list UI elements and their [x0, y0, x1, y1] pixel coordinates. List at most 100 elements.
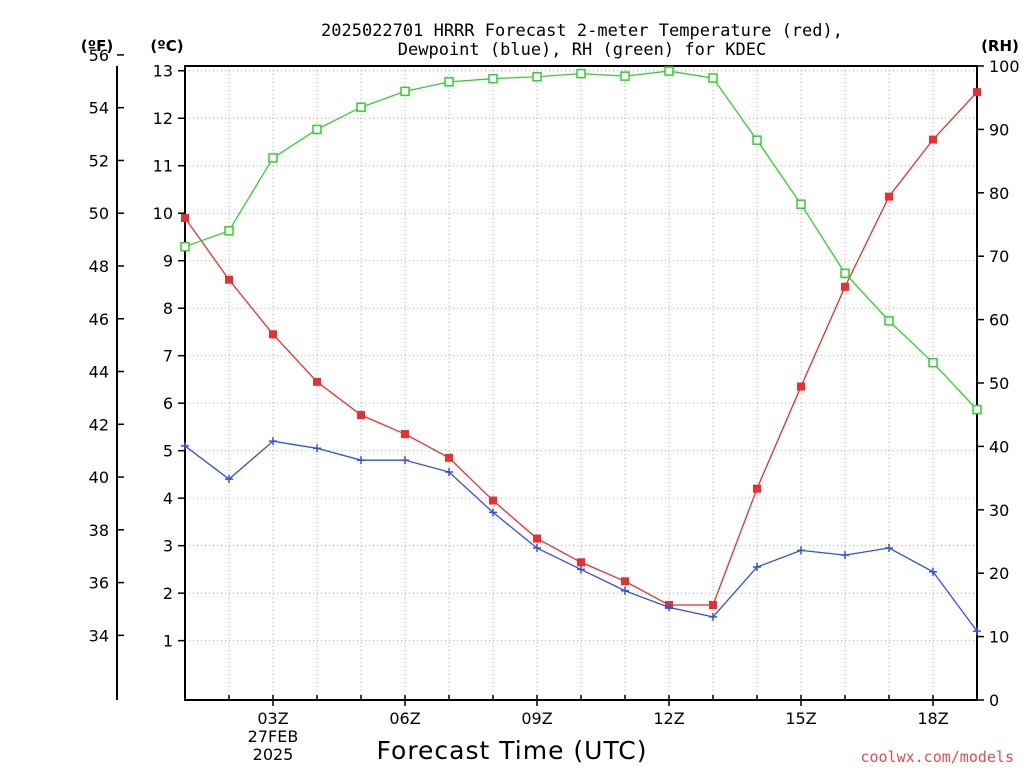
x-tick-label: 12Z [653, 709, 684, 728]
dewpoint-point [577, 565, 585, 574]
rh-point [400, 86, 410, 97]
fahrenheit-tick-label: 50 [89, 204, 109, 223]
rh-point [972, 404, 982, 415]
rh-point [840, 268, 850, 279]
celsius-tick-label: 5 [163, 442, 173, 461]
temperature-point [885, 192, 893, 201]
dewpoint-point [841, 551, 849, 560]
rh-tick-label: 90 [989, 120, 1009, 139]
rh-tick-label: 60 [989, 311, 1009, 330]
fahrenheit-unit-label: (ºF) [81, 37, 113, 55]
celsius-tick-label: 12 [153, 109, 173, 128]
dewpoint-point [489, 508, 497, 517]
rh-point [356, 102, 366, 112]
dewpoint-point [225, 475, 233, 484]
celsius-tick-label: 11 [153, 157, 173, 176]
temperature-point [841, 282, 849, 291]
rh-point [444, 77, 454, 87]
rh-point [796, 199, 806, 209]
rh-unit-label: (RH) [981, 37, 1019, 55]
temperature-point [577, 558, 585, 567]
temperature-point [181, 213, 189, 222]
rh-tick-label: 80 [989, 184, 1009, 203]
x-tick-label: 06Z [389, 709, 420, 728]
dewpoint-point [797, 546, 805, 555]
temperature-point [621, 577, 629, 586]
celsius-unit-label: (ºC) [150, 37, 183, 55]
rh-point [532, 72, 542, 82]
dewpoint-point [313, 444, 321, 453]
dewpoint-point [709, 612, 717, 621]
temperature-point [445, 453, 453, 462]
temperature-point [797, 382, 805, 391]
dewpoint-point [621, 586, 629, 595]
rh-tick-label: 0 [989, 691, 999, 710]
celsius-tick-label: 6 [163, 394, 173, 413]
chart-title-line1: 2025022701 HRRR Forecast 2-meter Tempera… [321, 21, 843, 41]
rh-point [884, 316, 894, 326]
fahrenheit-tick-label: 36 [89, 574, 109, 593]
temperature-point [269, 330, 277, 339]
celsius-tick-label: 2 [163, 584, 173, 603]
celsius-tick-label: 8 [163, 299, 173, 318]
fahrenheit-tick-label: 42 [89, 415, 109, 434]
rh-point [664, 66, 674, 76]
dewpoint-point [357, 456, 365, 465]
rh-tick-label: 10 [989, 628, 1009, 647]
fahrenheit-tick-label: 54 [89, 99, 109, 118]
dewpoint-point [269, 437, 277, 446]
fahrenheit-tick-label: 48 [89, 257, 109, 276]
fahrenheit-tick-label: 34 [89, 626, 109, 645]
temperature-line [184, 91, 978, 606]
chart-title-line2: Dewpoint (blue), RH (green) for KDEC [398, 40, 766, 60]
temperature-point [929, 135, 937, 144]
temperature-point [709, 601, 717, 610]
temperature-point [753, 484, 761, 493]
rh-tick-label: 40 [989, 437, 1009, 456]
rh-tick-label: 70 [989, 247, 1009, 266]
dewpoint-point [181, 441, 189, 450]
rh-point [928, 357, 938, 368]
temperature-point [533, 534, 541, 543]
celsius-tick-label: 1 [163, 632, 173, 651]
rh-tick-label: 50 [989, 374, 1009, 393]
x-tick-year: 2025 [253, 745, 294, 764]
celsius-tick-label: 7 [163, 347, 173, 366]
dewpoint-point [929, 567, 937, 576]
celsius-tick-label: 4 [163, 489, 173, 508]
dewpoint-point [753, 563, 761, 572]
x-tick-label: 18Z [917, 709, 948, 728]
temperature-point [313, 377, 321, 386]
celsius-tick-label: 10 [153, 204, 173, 223]
temperature-point [973, 88, 981, 97]
celsius-tick-label: 13 [153, 62, 173, 81]
temperature-point [225, 275, 233, 284]
fahrenheit-tick-label: 40 [89, 468, 109, 487]
dewpoint-point [973, 627, 981, 636]
rh-point [312, 124, 322, 135]
data-series [180, 66, 982, 636]
rh-point [620, 71, 630, 81]
fahrenheit-tick-label: 56 [89, 46, 109, 65]
rh-tick-label: 30 [989, 501, 1009, 520]
x-tick-label: 15Z [785, 709, 816, 728]
rh-point [752, 135, 762, 145]
fahrenheit-tick-label: 46 [89, 310, 109, 329]
dewpoint-point [445, 468, 453, 477]
x-tick-label: 03Z [257, 709, 288, 728]
rh-point [488, 73, 498, 84]
dewpoint-point [885, 544, 893, 553]
fahrenheit-tick-label: 38 [89, 521, 109, 540]
dewpoint-point [401, 456, 409, 465]
rh-point [180, 241, 190, 252]
temperature-point [489, 496, 497, 505]
celsius-tick-label: 9 [163, 252, 173, 271]
axes: 1234567891011121334363840424446485052545… [89, 46, 1020, 764]
celsius-tick-label: 3 [163, 537, 173, 556]
temperature-point [357, 411, 365, 420]
credit-text: coolwx.com/models [860, 748, 1014, 766]
rh-tick-label: 20 [989, 564, 1009, 583]
rh-tick-label: 100 [989, 57, 1020, 76]
fahrenheit-tick-label: 52 [89, 151, 109, 170]
